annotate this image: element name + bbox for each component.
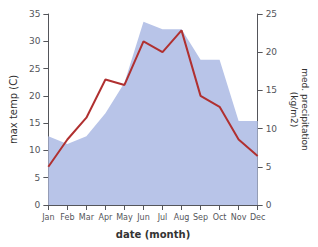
svg-text:med. precipitation: med. precipitation [300,68,310,150]
svg-text:Sep: Sep [193,213,208,222]
svg-text:10: 10 [266,124,278,134]
svg-text:Dec: Dec [250,213,265,222]
svg-text:Nov: Nov [231,213,247,222]
svg-text:20: 20 [266,47,278,57]
svg-text:15: 15 [29,118,40,128]
svg-text:(kg/m2): (kg/m2) [289,92,299,127]
svg-text:Oct: Oct [213,213,227,222]
svg-text:15: 15 [266,85,277,95]
svg-text:20: 20 [29,91,41,101]
svg-text:35: 35 [29,9,40,19]
svg-text:25: 25 [266,9,277,19]
svg-text:May: May [116,213,133,222]
svg-text:25: 25 [29,64,40,74]
svg-text:0: 0 [35,200,41,210]
svg-text:date (month): date (month) [116,229,190,240]
svg-text:Jul: Jul [157,213,168,222]
svg-text:max temp (C): max temp (C) [8,75,19,144]
svg-text:Aug: Aug [174,213,190,222]
svg-text:Jan: Jan [41,213,54,222]
svg-text:Apr: Apr [99,213,114,222]
svg-text:0: 0 [266,200,272,210]
svg-text:5: 5 [35,173,41,183]
svg-text:30: 30 [29,36,41,46]
svg-text:5: 5 [266,162,272,172]
svg-text:Jun: Jun [136,213,150,222]
svg-text:10: 10 [29,145,41,155]
svg-text:Feb: Feb [60,213,74,222]
svg-text:Mar: Mar [79,213,95,222]
